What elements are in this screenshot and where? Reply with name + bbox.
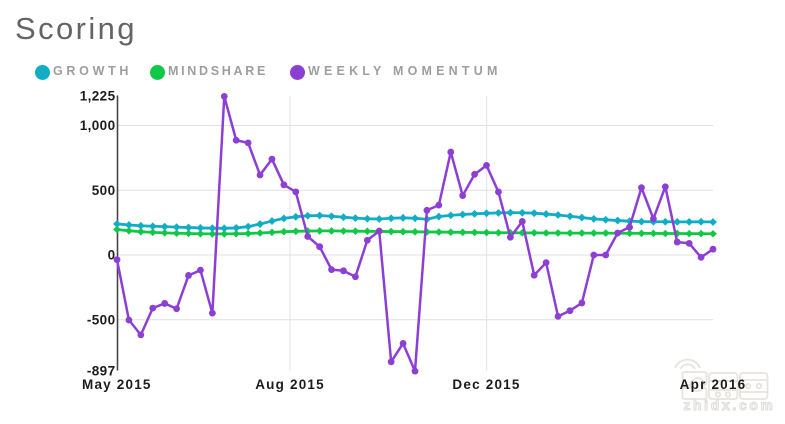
svg-text:-897: -897 (87, 364, 116, 379)
svg-text:0: 0 (108, 248, 116, 263)
svg-text:zhidx.com: zhidx.com (684, 398, 776, 413)
svg-text:-500: -500 (87, 312, 116, 327)
svg-text:May 2015: May 2015 (82, 377, 152, 392)
svg-text:500: 500 (92, 183, 116, 198)
svg-text:Apr 2016: Apr 2016 (680, 377, 747, 392)
svg-text:1,225: 1,225 (80, 89, 116, 104)
svg-text:Aug 2015: Aug 2015 (255, 377, 325, 392)
svg-text:Dec 2015: Dec 2015 (452, 377, 520, 392)
svg-text:1,000: 1,000 (80, 118, 116, 133)
